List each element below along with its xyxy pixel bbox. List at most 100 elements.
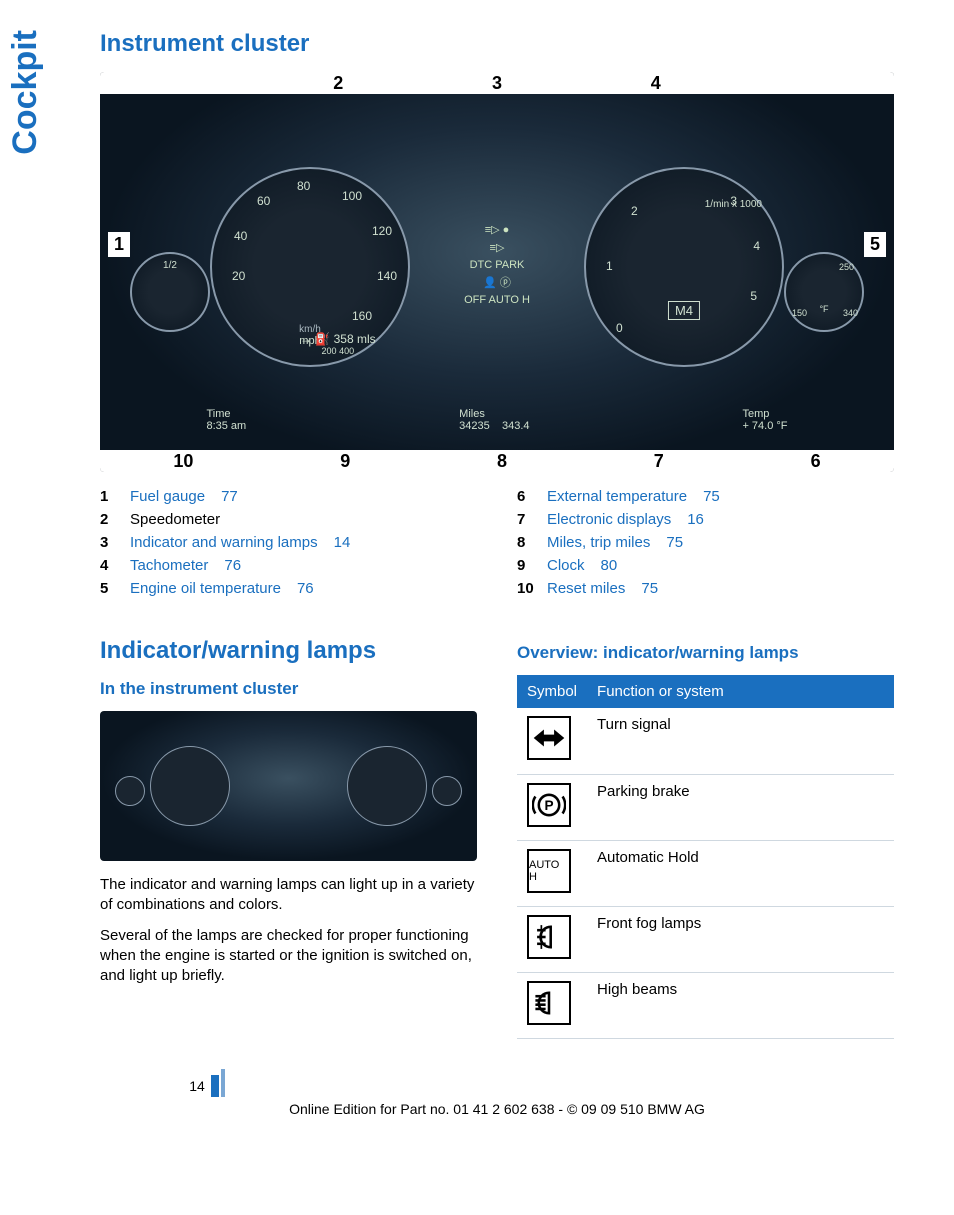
tach-2: 2 bbox=[631, 204, 638, 218]
legend-item: 2Speedometer bbox=[100, 511, 477, 528]
speed-140: 140 bbox=[377, 269, 397, 283]
legend-page-ref[interactable]: 75 bbox=[666, 534, 683, 551]
legend-page-ref[interactable]: 75 bbox=[703, 488, 720, 505]
range-value: → ⛽ 358 mls bbox=[300, 332, 376, 346]
table-row: High beams bbox=[517, 972, 894, 1038]
legend-label: Speedometer bbox=[130, 511, 220, 528]
legend-label[interactable]: Indicator and warning lamps bbox=[130, 534, 318, 551]
mini-cluster-image bbox=[100, 711, 477, 861]
section-title-instrument-cluster: Instrument cluster bbox=[100, 30, 894, 58]
legend-page-ref[interactable]: 16 bbox=[687, 511, 704, 528]
callout-1: 1 bbox=[108, 232, 130, 257]
legend-page-ref[interactable]: 75 bbox=[641, 580, 658, 597]
legend-label[interactable]: Reset miles bbox=[547, 580, 625, 597]
warning-lamp-table: Symbol Function or system Turn signal P Pa… bbox=[517, 675, 894, 1039]
legend-page-ref[interactable]: 76 bbox=[297, 580, 314, 597]
temp-block: Temp + 74.0 °F bbox=[742, 408, 787, 432]
tach-3: 3 bbox=[730, 194, 737, 208]
fuel-half: 1/2 bbox=[163, 260, 177, 271]
bottom-info-bar: Time 8:35 am Miles 34235 343.4 Temp + 74… bbox=[100, 408, 894, 432]
callout-8: 8 bbox=[497, 451, 507, 472]
miles-block: Miles 34235 343.4 bbox=[459, 408, 529, 432]
instrument-cluster-diagram: 1 2 3 4 5 1 5 1/2 20 40 60 80 100 120 14… bbox=[100, 72, 894, 472]
callout-band-bottom: 10 9 8 7 6 bbox=[100, 450, 894, 472]
turn-icon bbox=[527, 716, 571, 760]
th-function: Function or system bbox=[587, 675, 894, 708]
legend-num: 3 bbox=[100, 534, 120, 551]
warning-lamps-section: Indicator/warning lamps In the instrumen… bbox=[100, 603, 894, 1039]
oil-low: 150 bbox=[792, 308, 807, 318]
temp-value: + 74.0 °F bbox=[742, 420, 787, 432]
callout-5: 5 bbox=[864, 232, 886, 257]
legend-num: 7 bbox=[517, 511, 537, 528]
legend-label[interactable]: Electronic displays bbox=[547, 511, 671, 528]
symbol-cell: P bbox=[517, 774, 587, 840]
tach-0: 0 bbox=[616, 321, 623, 335]
range-display: → ⛽ 358 mls 200 400 bbox=[300, 332, 376, 356]
function-cell: Automatic Hold bbox=[587, 840, 894, 906]
svg-text:P: P bbox=[544, 798, 553, 813]
section-title-warning-lamps: Indicator/warning lamps bbox=[100, 637, 477, 665]
legend-num: 8 bbox=[517, 534, 537, 551]
callout-10: 10 bbox=[173, 451, 193, 472]
legend-label[interactable]: External temperature bbox=[547, 488, 687, 505]
page-number: 14 bbox=[189, 1075, 219, 1097]
range-scale: 200 400 bbox=[300, 346, 376, 356]
center-line-1: ≡▷ bbox=[464, 240, 530, 258]
page-footer: 14 Online Edition for Part no. 01 41 2 6… bbox=[100, 1069, 894, 1117]
sub-title-in-cluster: In the instrument cluster bbox=[100, 679, 477, 699]
legend-right: 6External temperature757Electronic displ… bbox=[517, 488, 894, 597]
speed-80: 80 bbox=[297, 179, 310, 193]
callout-2: 2 bbox=[333, 73, 343, 94]
legend-item: 7 Electronic displays 16 bbox=[517, 511, 894, 528]
trip-value: 343.4 bbox=[502, 420, 530, 432]
time-value: 8:35 am bbox=[206, 420, 246, 432]
autoh-icon: AUTO H bbox=[527, 849, 571, 893]
center-line-2: DTC PARK bbox=[464, 257, 530, 275]
legend-page-ref[interactable]: 80 bbox=[601, 557, 618, 574]
function-cell: Turn signal bbox=[587, 708, 894, 774]
tach-4: 4 bbox=[753, 239, 760, 253]
legend-item: 10 Reset miles 75 bbox=[517, 580, 894, 597]
table-row: Turn signal bbox=[517, 708, 894, 774]
miles-value: 34235 bbox=[459, 420, 490, 432]
callout-7: 7 bbox=[654, 451, 664, 472]
legend-label[interactable]: Engine oil temperature bbox=[130, 580, 281, 597]
oil-temp-gauge: 150 250 340 °F bbox=[784, 252, 864, 332]
table-row: P Parking brake bbox=[517, 774, 894, 840]
callout-3: 3 bbox=[492, 73, 502, 94]
park-icon: P bbox=[527, 783, 571, 827]
callout-band-top: 1 2 3 4 5 bbox=[100, 72, 894, 94]
table-row: Front fog lamps bbox=[517, 906, 894, 972]
legend-label[interactable]: Clock bbox=[547, 557, 585, 574]
function-cell: Parking brake bbox=[587, 774, 894, 840]
legend-num: 10 bbox=[517, 580, 537, 597]
th-symbol: Symbol bbox=[517, 675, 587, 708]
legend-item: 6External temperature75 bbox=[517, 488, 894, 505]
legend-label[interactable]: Fuel gauge bbox=[130, 488, 205, 505]
page-content: Instrument cluster 1 2 3 4 5 1 5 1/2 20 … bbox=[0, 0, 954, 1137]
tach-5: 5 bbox=[750, 289, 757, 303]
symbol-cell bbox=[517, 972, 587, 1038]
legend-page-ref[interactable]: 77 bbox=[221, 488, 238, 505]
legend-page-ref[interactable]: 14 bbox=[334, 534, 351, 551]
miles-label: Miles bbox=[459, 408, 485, 420]
legend-num: 9 bbox=[517, 557, 537, 574]
temp-label: Temp bbox=[742, 408, 769, 420]
center-line-4: OFF AUTO H bbox=[464, 292, 530, 310]
legend-page-ref[interactable]: 76 bbox=[224, 557, 241, 574]
legend-item: 5 Engine oil temperature 76 bbox=[100, 580, 477, 597]
callout-9: 9 bbox=[340, 451, 350, 472]
legend-num: 1 bbox=[100, 488, 120, 505]
tach-1: 1 bbox=[606, 259, 613, 273]
sub-title-overview: Overview: indicator/warning lamps bbox=[517, 643, 894, 663]
legend-label[interactable]: Tachometer bbox=[130, 557, 208, 574]
table-row: AUTO H Automatic Hold bbox=[517, 840, 894, 906]
oil-unit: °F bbox=[819, 304, 828, 314]
legend-item: 4Tachometer76 bbox=[100, 557, 477, 574]
speed-20: 20 bbox=[232, 269, 245, 283]
legend-num: 5 bbox=[100, 580, 120, 597]
footer-line: Online Edition for Part no. 01 41 2 602 … bbox=[100, 1101, 894, 1117]
tachometer-gauge: 1/min x 1000 M4 0 1 2 3 4 5 bbox=[584, 167, 784, 367]
legend-label[interactable]: Miles, trip miles bbox=[547, 534, 650, 551]
